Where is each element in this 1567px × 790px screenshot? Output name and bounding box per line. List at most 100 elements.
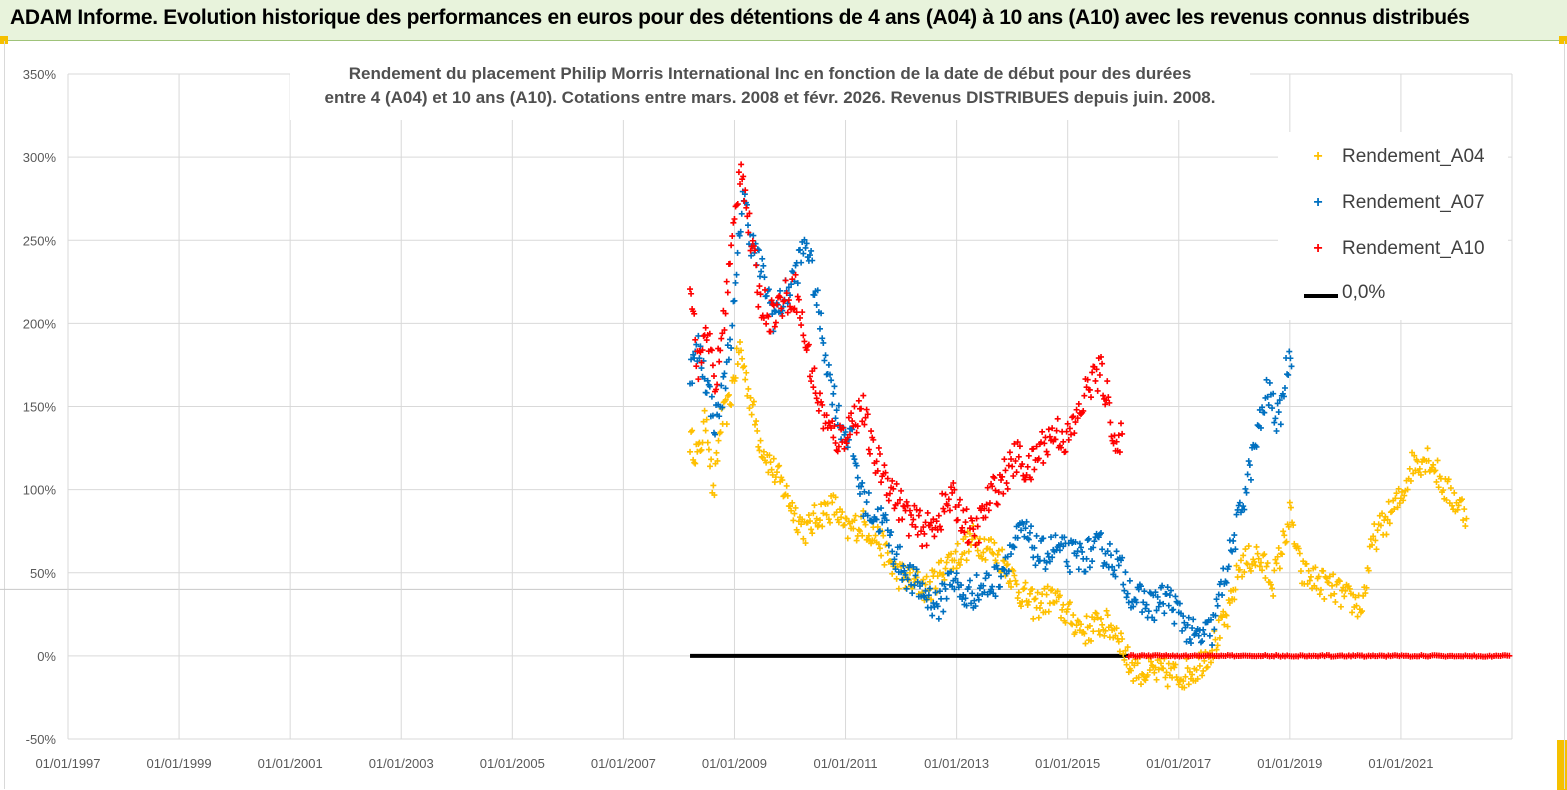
data-point <box>806 252 813 259</box>
legend-item-zero: 0,0% <box>1278 282 1508 312</box>
data-point <box>727 401 734 408</box>
data-point <box>1260 552 1267 559</box>
data-point <box>923 596 930 603</box>
data-point <box>1155 603 1162 610</box>
data-point <box>809 530 816 537</box>
data-point <box>1170 606 1177 613</box>
data-point <box>1431 468 1438 475</box>
data-point <box>981 589 988 596</box>
data-point <box>881 561 888 568</box>
data-point <box>998 477 1005 484</box>
data-point <box>1045 608 1052 615</box>
data-point <box>1065 436 1072 443</box>
data-point <box>802 244 809 251</box>
data-point <box>1133 599 1140 606</box>
data-point <box>932 589 939 596</box>
data-point <box>825 419 832 426</box>
data-point <box>853 462 860 469</box>
data-point <box>1296 550 1303 557</box>
data-point <box>994 551 1001 558</box>
data-point <box>1080 407 1087 414</box>
data-point <box>788 281 795 288</box>
data-point <box>1018 603 1025 610</box>
data-point <box>921 530 928 537</box>
data-point <box>710 482 717 489</box>
data-point <box>1079 548 1086 555</box>
data-point <box>949 489 956 496</box>
data-point <box>722 310 729 317</box>
data-point <box>699 439 706 446</box>
data-point <box>920 576 927 583</box>
data-point <box>1052 532 1059 539</box>
data-point <box>1004 485 1011 492</box>
data-point <box>870 436 877 443</box>
data-point <box>1086 622 1093 629</box>
data-point <box>953 570 960 577</box>
data-point <box>912 572 919 579</box>
data-point <box>884 549 891 556</box>
data-point <box>1219 592 1226 599</box>
data-point <box>1236 566 1243 573</box>
data-point <box>948 550 955 557</box>
data-point <box>687 448 694 455</box>
data-point <box>736 232 743 239</box>
data-point <box>704 439 711 446</box>
x-tick-label: 01/01/2009 <box>702 756 767 771</box>
data-point <box>1103 561 1110 568</box>
data-point <box>1052 436 1059 443</box>
data-point <box>1306 577 1313 584</box>
data-point <box>731 297 738 304</box>
data-point <box>954 540 961 547</box>
x-tick-label: 01/01/2015 <box>1035 756 1100 771</box>
data-point <box>1227 547 1234 554</box>
data-point <box>881 462 888 469</box>
data-point <box>1454 506 1461 513</box>
data-point <box>1151 669 1158 676</box>
data-point <box>813 395 820 402</box>
data-point <box>1123 594 1130 601</box>
data-point <box>1387 509 1394 516</box>
legend-label-a07: Rendement_A07 <box>1342 192 1485 213</box>
data-point <box>1091 616 1098 623</box>
data-point <box>1254 422 1261 429</box>
data-point <box>1048 587 1055 594</box>
data-point <box>1270 592 1277 599</box>
data-point <box>803 240 810 247</box>
corner-marker-tr <box>1559 36 1567 44</box>
data-point <box>1011 544 1018 551</box>
data-point <box>993 562 1000 569</box>
data-point <box>1187 640 1194 647</box>
data-point <box>1024 463 1031 470</box>
data-point <box>1264 393 1271 400</box>
data-point <box>1391 506 1398 513</box>
data-point <box>735 169 742 176</box>
data-point <box>1172 661 1179 668</box>
data-point <box>1059 606 1066 613</box>
plus-icon: + <box>1313 148 1323 165</box>
data-point <box>872 532 879 539</box>
data-point <box>1141 588 1148 595</box>
data-point <box>1253 543 1260 550</box>
data-point <box>753 418 760 425</box>
data-point <box>816 517 823 524</box>
data-point <box>732 374 739 381</box>
data-point <box>1049 554 1056 561</box>
data-point <box>1175 681 1182 688</box>
data-point <box>972 542 979 549</box>
data-point <box>1072 539 1079 546</box>
data-point <box>909 590 916 597</box>
data-point <box>1102 627 1109 634</box>
data-point <box>760 262 767 269</box>
data-point <box>798 259 805 266</box>
data-point <box>1315 573 1322 580</box>
data-point <box>1029 586 1036 593</box>
data-point <box>724 289 731 296</box>
data-point <box>923 542 930 549</box>
data-point <box>841 445 848 452</box>
data-point <box>697 447 704 454</box>
data-point <box>999 546 1006 553</box>
data-point <box>1121 587 1128 594</box>
data-point <box>1255 555 1262 562</box>
data-point <box>1082 568 1089 575</box>
data-point <box>922 581 929 588</box>
